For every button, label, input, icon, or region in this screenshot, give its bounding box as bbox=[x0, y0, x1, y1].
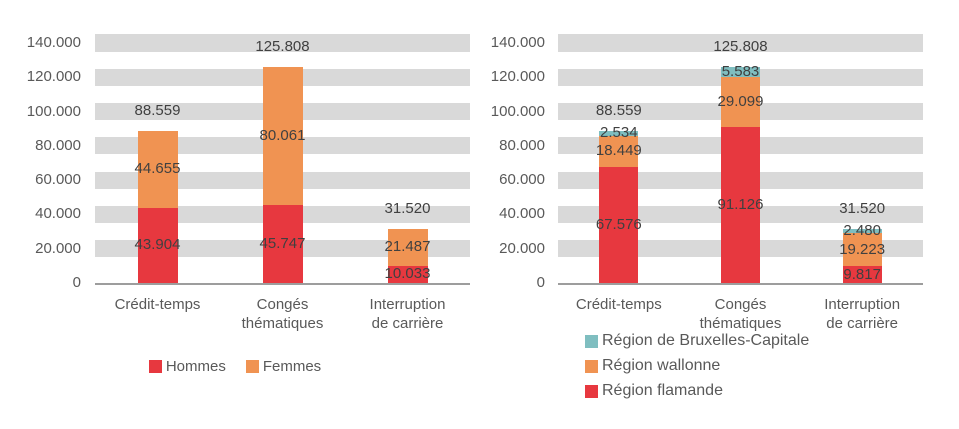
bar-segment bbox=[721, 76, 760, 127]
y-tick-label: 80.000 bbox=[35, 136, 81, 154]
category-label-line: thématiques bbox=[241, 315, 324, 332]
legend-item: Femmes bbox=[245, 358, 322, 375]
bar-segment bbox=[599, 167, 639, 283]
bar-segment bbox=[599, 135, 639, 168]
total-value-label: 31.520 bbox=[384, 199, 431, 217]
segment-value-label: 21.487 bbox=[384, 238, 431, 256]
bar-segment bbox=[137, 131, 178, 208]
segment-value-label: 67.576 bbox=[595, 216, 642, 234]
legend-swatch-icon bbox=[245, 360, 259, 373]
segment-value-label: 80.061 bbox=[259, 126, 306, 144]
legend-label: Hommes bbox=[165, 358, 226, 375]
bar-segment bbox=[387, 265, 428, 283]
legend-item: Région wallonne bbox=[585, 357, 809, 375]
y-tick-label: 60.000 bbox=[499, 171, 545, 189]
y-tick-label: 20.000 bbox=[35, 239, 81, 257]
category-label-line: Crédit-temps bbox=[575, 296, 662, 313]
y-tick-label: 60.000 bbox=[35, 171, 81, 189]
category-label: Interruption de carrière bbox=[787, 295, 937, 333]
category-label-line: de carrière bbox=[371, 315, 444, 332]
segment-value-label: 2.480 bbox=[843, 222, 881, 240]
category-label-line: Crédit-temps bbox=[114, 296, 201, 313]
category-label: Crédit-temps bbox=[83, 295, 233, 314]
total-value-label: 31.520 bbox=[839, 199, 886, 217]
legend-label: Région de Bruxelles-Capitale bbox=[602, 332, 810, 349]
chart-by-gender: 0 20.000 40.000 60.000 80.000 100.000 120.000 1… bbox=[0, 0, 470, 429]
bar-segment bbox=[387, 228, 428, 266]
legend: Région de Bruxelles-Capitale Région wallo… bbox=[585, 332, 809, 407]
total-value-label: 125.808 bbox=[713, 38, 768, 56]
gridline-band bbox=[95, 34, 470, 52]
segment-value-label: 43.904 bbox=[134, 236, 181, 254]
legend-item: Hommes bbox=[148, 358, 226, 375]
category-label-line: de carrière bbox=[826, 315, 898, 332]
segment-value-label: 2.534 bbox=[600, 124, 638, 142]
y-tick-label: 140.000 bbox=[490, 34, 545, 51]
segment-value-label: 45.747 bbox=[259, 234, 306, 252]
x-axis-line bbox=[558, 283, 923, 285]
y-tick-label: 40.000 bbox=[35, 205, 81, 223]
category-label-line: Interruption bbox=[824, 296, 901, 313]
legend-swatch-icon bbox=[585, 359, 598, 373]
category-label: Interruption de carrière bbox=[333, 295, 483, 333]
segment-value-label: 10.033 bbox=[384, 265, 431, 283]
bar-segment bbox=[721, 67, 760, 77]
chart-by-region: 0 20.000 40.000 60.000 80.000 100.000 120.000 1… bbox=[475, 0, 959, 429]
y-tick-label: 120.000 bbox=[26, 68, 81, 86]
category-label-line: Congés bbox=[256, 296, 309, 313]
segment-value-label: 29.099 bbox=[717, 92, 764, 110]
category-label-line: Interruption bbox=[369, 296, 446, 313]
bar-segment bbox=[721, 126, 760, 283]
legend-label: Région flamande bbox=[602, 382, 723, 399]
segment-value-label: 5.583 bbox=[721, 63, 760, 81]
total-value-label: 125.808 bbox=[255, 38, 310, 56]
bar-segment bbox=[842, 233, 882, 267]
category-label: Crédit-temps bbox=[544, 295, 694, 314]
segment-value-label: 91.126 bbox=[717, 195, 764, 213]
category-label-line: Congés bbox=[714, 296, 767, 313]
y-tick-label: 100.000 bbox=[490, 102, 545, 120]
category-label-line: thématiques bbox=[699, 315, 782, 332]
total-value-label: 88.559 bbox=[595, 102, 642, 120]
y-tick-label: 0 bbox=[536, 274, 545, 291]
legend-swatch-icon bbox=[585, 384, 598, 398]
legend: Hommes Femmes bbox=[0, 358, 470, 375]
x-axis-line bbox=[95, 283, 470, 285]
bar-segment bbox=[842, 266, 882, 283]
y-tick-label: 80.000 bbox=[499, 136, 545, 154]
y-tick-label: 20.000 bbox=[499, 239, 545, 257]
segment-value-label: 44.655 bbox=[134, 160, 181, 178]
y-tick-label: 40.000 bbox=[499, 205, 545, 223]
y-tick-label: 100.000 bbox=[26, 102, 81, 120]
bar-segment bbox=[137, 207, 178, 283]
total-value-label: 88.559 bbox=[134, 102, 181, 120]
legend-item: Région flamande bbox=[585, 382, 809, 400]
segment-value-label: 19.223 bbox=[839, 240, 886, 258]
bar-segment bbox=[599, 131, 639, 136]
legend-swatch-icon bbox=[585, 334, 598, 348]
legend-swatch-icon bbox=[148, 360, 162, 373]
bar-segment bbox=[262, 67, 303, 205]
segment-value-label: 18.449 bbox=[595, 142, 642, 160]
bar-segment bbox=[262, 204, 303, 283]
category-label: Congés thématiques bbox=[208, 295, 358, 333]
gridline-band bbox=[558, 34, 923, 52]
legend-label: Région wallonne bbox=[602, 357, 721, 374]
y-tick-label: 140.000 bbox=[26, 34, 81, 51]
legend-label: Femmes bbox=[262, 358, 322, 375]
legend-item: Région de Bruxelles-Capitale bbox=[585, 332, 809, 350]
y-tick-label: 120.000 bbox=[490, 68, 545, 86]
bar-segment bbox=[842, 228, 882, 234]
segment-value-label: 9.817 bbox=[843, 265, 881, 283]
category-label: Congés thématiques bbox=[666, 295, 816, 333]
y-tick-label: 0 bbox=[72, 274, 81, 291]
